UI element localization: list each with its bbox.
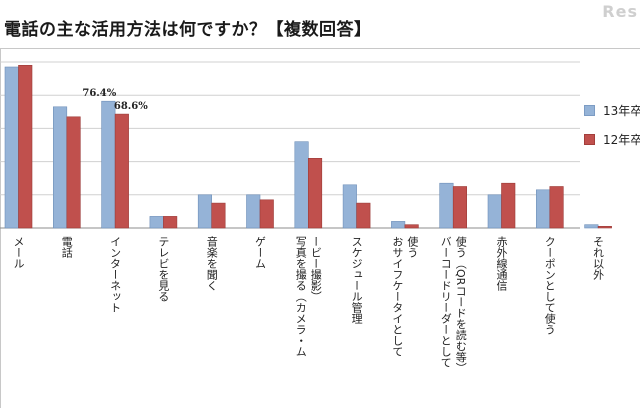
legend-swatch-series-2: [584, 134, 595, 145]
legend-item-series-1: 13年卒: [577, 100, 640, 120]
x-tick-label: インターネット: [109, 236, 122, 313]
bar-series-2: [405, 225, 419, 228]
x-tick-label: テレビを見る: [157, 236, 170, 302]
x-tick-label: 使う: [406, 236, 419, 258]
x-tick-label: メール: [12, 236, 25, 269]
bar-series-1: [150, 216, 164, 228]
bar-series-2: [115, 114, 129, 228]
legend-item-series-2: 12年卒: [577, 129, 640, 149]
bar-series-1: [585, 225, 599, 228]
bar-series-1: [536, 190, 550, 228]
bar-series-1: [102, 101, 116, 228]
bar-series-2: [453, 187, 467, 229]
x-tick-label: クーポンとして使う: [543, 236, 556, 335]
bar-series-2: [502, 183, 516, 228]
x-tick-label: 赤外線通信: [495, 236, 508, 292]
legend-label-series-2: 12年卒: [603, 131, 640, 148]
bar-series-2: [260, 200, 274, 228]
bar-series-1: [5, 67, 19, 228]
data-label: 76.4%: [82, 88, 116, 99]
bar-series-1: [488, 195, 502, 228]
x-tick-label: ービー撮影）: [309, 236, 322, 302]
bar-series-1: [440, 183, 454, 228]
x-tick-label: バーコードリーダーとして: [439, 236, 452, 368]
legend-label-series-1: 13年卒: [603, 102, 640, 119]
bar-series-2: [357, 203, 371, 228]
bar-series-2: [67, 117, 81, 228]
x-tick-label: 電話: [60, 236, 73, 259]
legend-swatch-series-1: [584, 105, 595, 116]
bar-series-1: [391, 221, 405, 228]
x-tick-label: 音楽を聞く: [205, 235, 218, 291]
x-tick-label: ゲーム: [254, 236, 267, 269]
bar-series-1: [53, 107, 67, 228]
x-tick-label: 使う（QRコードを読む等）: [454, 236, 467, 374]
bar-series-2: [550, 187, 564, 229]
bar-series-2: [308, 158, 322, 228]
bar-series-2: [163, 216, 177, 228]
legend: 13年卒 12年卒: [577, 100, 640, 158]
x-tick-label: それ以外: [592, 236, 605, 281]
x-tick-label: スケジュール管理: [350, 236, 363, 324]
bar-series-1: [343, 185, 357, 228]
x-tick-label: 写真を撮る（カメラ・ム: [294, 236, 307, 357]
x-tick-label: おサイフケータイとして: [391, 236, 404, 357]
bar-series-2: [212, 203, 226, 228]
data-label: 68.6%: [114, 101, 148, 112]
bar-series-2: [598, 226, 612, 228]
bar-series-1: [247, 195, 261, 228]
bar-series-2: [19, 65, 33, 228]
bar-series-1: [295, 142, 309, 228]
bar-series-1: [198, 195, 212, 228]
